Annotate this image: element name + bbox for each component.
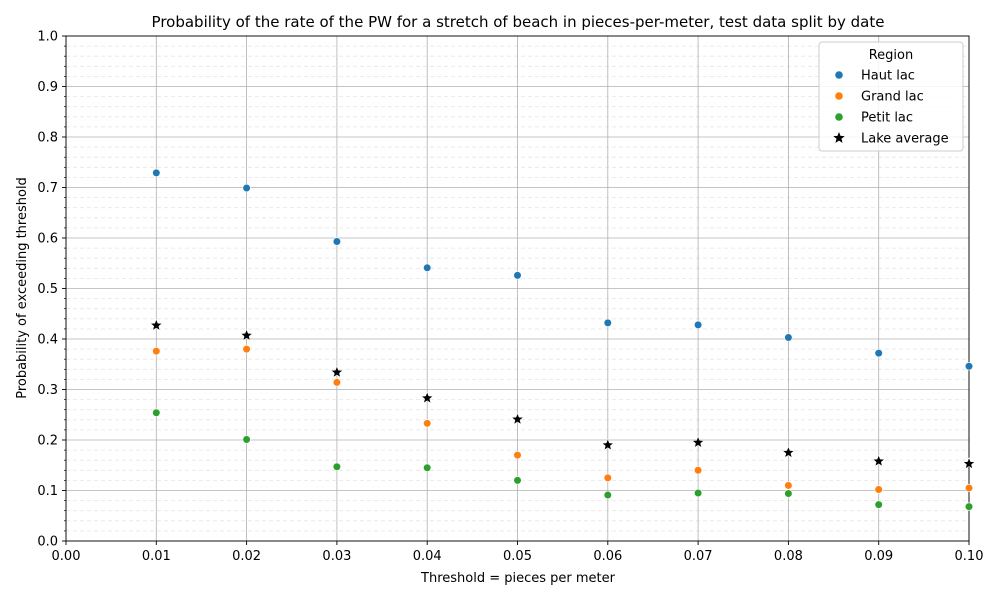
data-points xyxy=(149,168,976,511)
petit-lac-point xyxy=(784,489,793,498)
lake-average-point xyxy=(511,412,524,425)
x-tick-label: 0.05 xyxy=(503,549,532,564)
legend: Region Haut lac Grand lac Petit lac Lake ave… xyxy=(818,41,964,152)
x-tick-label: 0.02 xyxy=(232,549,261,564)
lake-average-point xyxy=(240,328,253,341)
x-tick-label: 0.09 xyxy=(864,549,893,564)
legend-marker-haut-lac xyxy=(835,71,843,79)
legend-marker-lake-average xyxy=(833,132,845,143)
legend-box xyxy=(818,41,964,152)
haut-lac-point xyxy=(603,318,612,327)
petit-lac-point xyxy=(693,488,703,498)
grand-lac-point xyxy=(964,483,974,493)
y-axis-label: Probability of exceeding threshold xyxy=(15,177,30,399)
legend-label-petit-lac: Petit lac xyxy=(861,111,913,126)
haut-lac-point xyxy=(784,333,793,342)
y-tick-label: 0.1 xyxy=(37,484,58,499)
grand-lac-point xyxy=(874,485,883,494)
x-tick-label: 0.06 xyxy=(593,549,622,564)
x-axis-label: Threshold = pieces per meter xyxy=(420,571,616,586)
lake-average-point xyxy=(782,445,795,459)
y-tick-label: 0.2 xyxy=(37,434,58,449)
y-tick-label: 0.0 xyxy=(37,535,58,550)
lake-average-point xyxy=(420,391,434,404)
x-tick-label: 0.01 xyxy=(142,549,171,564)
petit-lac-point xyxy=(423,463,432,472)
y-tick-label: 0.4 xyxy=(37,333,58,348)
grand-lac-point xyxy=(152,347,161,356)
y-tick-label: 0.7 xyxy=(37,181,58,196)
y-tick-label: 1.0 xyxy=(37,30,58,45)
haut-lac-point xyxy=(874,349,883,358)
haut-lac-point xyxy=(964,362,974,371)
chart-title: Probability of the rate of the PW for a … xyxy=(152,13,885,31)
y-tick-label: 0.9 xyxy=(37,80,58,95)
x-tick-label: 0.10 xyxy=(955,549,984,564)
haut-lac-point xyxy=(693,320,703,329)
legend-label-haut-lac: Haut lac xyxy=(861,69,915,84)
x-tick-label: 0.03 xyxy=(322,549,351,564)
lake-average-point xyxy=(872,454,886,467)
legend-label-lake-average: Lake average xyxy=(861,132,949,147)
y-tick-label: 0.3 xyxy=(37,383,58,398)
y-tick-label: 0.6 xyxy=(37,232,58,247)
legend-marker-grand-lac xyxy=(835,92,843,100)
grand-lac-point xyxy=(242,345,251,354)
petit-lac-point xyxy=(964,502,974,511)
lake-average-point xyxy=(330,365,344,378)
haut-lac-point xyxy=(242,183,251,193)
grand-lac-point xyxy=(513,451,522,460)
grand-lac-point xyxy=(693,466,703,475)
lake-average-point xyxy=(691,435,705,448)
lake-average-point xyxy=(149,318,163,331)
petit-lac-point xyxy=(152,408,161,417)
legend-label-grand-lac: Grand lac xyxy=(861,90,924,105)
x-tick-label: 0.08 xyxy=(774,549,803,564)
petit-lac-point xyxy=(874,500,883,509)
haut-lac-point xyxy=(513,271,522,280)
x-tick-label: 0.00 xyxy=(52,549,81,564)
grand-lac-point xyxy=(603,473,612,482)
lake-average-point xyxy=(601,438,615,451)
haut-lac-point xyxy=(423,263,432,272)
y-tick-label: 0.8 xyxy=(37,131,58,146)
grand-lac-point xyxy=(332,378,342,387)
x-tick-label: 0.04 xyxy=(413,549,442,564)
haut-lac-point xyxy=(152,168,161,177)
petit-lac-point xyxy=(242,435,251,444)
haut-lac-point xyxy=(332,237,342,246)
petit-lac-point xyxy=(332,462,342,471)
axes: 0.00 0.01 0.02 0.03 0.04 0.05 0.06 0.07 0.08 0.09… xyxy=(37,30,983,565)
x-tick-label: 0.07 xyxy=(684,549,713,564)
petit-lac-point xyxy=(603,490,612,500)
legend-marker-petit-lac xyxy=(835,113,843,121)
petit-lac-point xyxy=(513,476,522,485)
legend-title: Region xyxy=(869,48,914,63)
lake-average-point xyxy=(962,457,976,470)
y-tick-label: 0.5 xyxy=(37,282,58,297)
grand-lac-point xyxy=(784,481,793,490)
grand-lac-point xyxy=(423,419,432,428)
